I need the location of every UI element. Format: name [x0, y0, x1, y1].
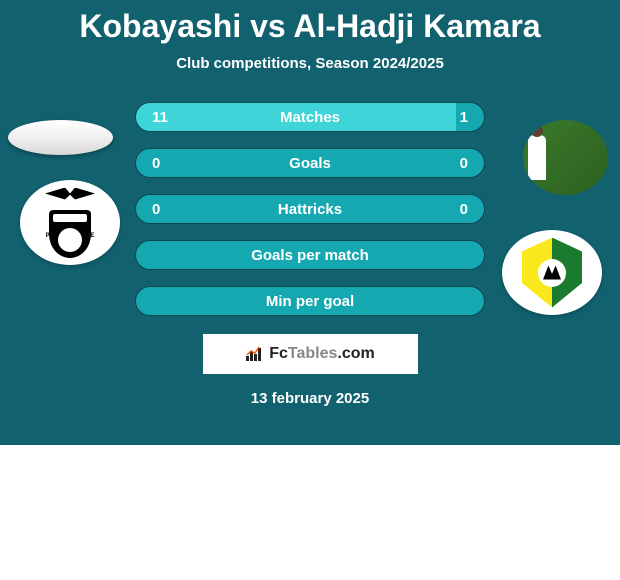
stat-right-value: 1 [460, 109, 468, 126]
stat-label: Goals per match [251, 247, 369, 264]
footer-brand-prefix: Fc [269, 345, 288, 362]
stat-right-value: 0 [460, 201, 468, 218]
stat-left-value: 0 [152, 201, 160, 218]
stat-label: Matches [280, 109, 340, 126]
stat-label: Min per goal [266, 293, 354, 310]
bar-chart-icon [245, 346, 265, 362]
page-title: Kobayashi vs Al-Hadji Kamara [0, 8, 620, 45]
stat-left-value: 0 [152, 155, 160, 172]
eagle-icon [45, 188, 95, 208]
comparison-card: Kobayashi vs Al-Hadji Kamara Club compet… [0, 0, 620, 445]
stat-row: 0 Goals 0 [135, 148, 485, 178]
club-left-inner-circle [58, 228, 82, 252]
stat-row: 11 Matches 1 [135, 102, 485, 132]
footer-watermark: FcTables.com [203, 334, 418, 374]
stat-left-value: 11 [152, 109, 168, 126]
stat-label: Hattricks [278, 201, 342, 218]
date-text: 13 february 2025 [0, 390, 620, 407]
stat-right-value: 0 [460, 155, 468, 172]
stat-row: 0 Hattricks 0 [135, 194, 485, 224]
stats-container: 11 Matches 1 0 Goals 0 0 Hattricks 0 Goa… [135, 102, 485, 316]
shield-icon [522, 238, 582, 308]
player-right-avatar [523, 120, 608, 195]
player-left-avatar [8, 120, 113, 155]
stat-label: Goals [289, 155, 331, 172]
club-right-badge [502, 230, 602, 315]
club-left-badge: PORTIMONENSE [20, 180, 120, 265]
subtitle: Club competitions, Season 2024/2025 [0, 55, 620, 72]
stat-row: Min per goal [135, 286, 485, 316]
club-right-inner-circle [538, 259, 566, 287]
stat-row: Goals per match [135, 240, 485, 270]
shield-icon: PORTIMONENSE [49, 210, 91, 258]
footer-brand: FcTables.com [269, 345, 375, 363]
footer-brand-suffix: .com [337, 345, 374, 362]
footer-brand-main: Tables [288, 345, 338, 362]
